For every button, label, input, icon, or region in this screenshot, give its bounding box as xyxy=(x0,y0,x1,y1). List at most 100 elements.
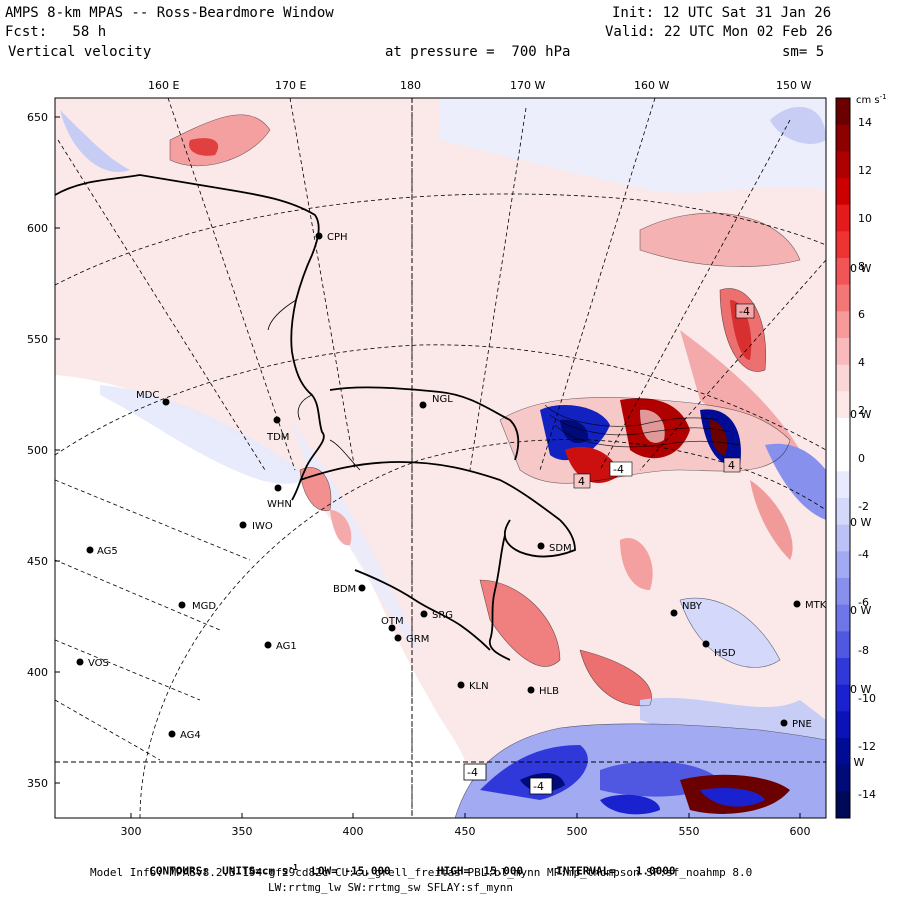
svg-text:4: 4 xyxy=(728,459,735,472)
station-hlb[interactable]: HLB xyxy=(527,686,560,697)
svg-text:4: 4 xyxy=(578,475,585,488)
colorbar-swatch xyxy=(836,444,850,472)
station-srg[interactable]: SRG xyxy=(420,610,454,621)
y-tick-label: 500 xyxy=(27,444,48,457)
lon-label: 160 E xyxy=(148,79,179,92)
station-label: IWO xyxy=(252,521,273,532)
colorbar-swatch xyxy=(836,151,850,179)
y-tick-label: 550 xyxy=(27,333,48,346)
colorbar-tick-label: 0 xyxy=(858,452,865,465)
colorbar-swatch xyxy=(836,631,850,659)
top-longitude-labels: 160 E 170 E 180 170 W 160 W 150 W xyxy=(148,79,811,92)
station-mdc[interactable]: MDC xyxy=(136,390,170,406)
contour-label: 4 xyxy=(723,457,741,473)
colorbar-swatch xyxy=(836,204,850,232)
colorbar-tick-label: 12 xyxy=(858,164,872,177)
contour-label: -4 xyxy=(529,777,553,795)
station-sdm[interactable]: SDM xyxy=(537,542,572,555)
contour-labels: -4 4 -4 4 -4 -4 xyxy=(463,303,755,795)
smoothing: sm= 5 xyxy=(782,44,825,60)
contour-label: -4 xyxy=(609,461,633,477)
station-bdm[interactable]: BDM xyxy=(333,584,366,595)
station-label: CPH xyxy=(327,232,348,243)
colorbar-swatch xyxy=(836,258,850,286)
colorbar-swatch xyxy=(836,578,850,606)
station-grm[interactable]: GRM xyxy=(394,634,430,645)
svg-text:-4: -4 xyxy=(739,305,750,318)
colorbar-tick-label: -8 xyxy=(858,644,869,657)
station-mgd[interactable]: MGD xyxy=(178,601,217,612)
colorbar-swatch xyxy=(836,364,850,392)
svg-text:-4: -4 xyxy=(533,780,544,793)
station-label: AG5 xyxy=(97,546,118,557)
colorbar-tick-label: 2 xyxy=(858,404,865,417)
station-nby[interactable]: NBY xyxy=(670,601,703,617)
x-tick-label: 350 xyxy=(232,825,253,838)
station-markers: CPH NGL MDC TDM WHN IWO AG5 SDM BDM MGD … xyxy=(76,232,827,741)
bottom-axis-labels: 300 350 400 450 500 550 600 xyxy=(121,825,811,838)
x-tick-label: 450 xyxy=(455,825,476,838)
station-otm[interactable]: OTM xyxy=(381,616,404,632)
station-ag4[interactable]: AG4 xyxy=(168,730,201,741)
colorbar-tick-label: -10 xyxy=(858,692,876,705)
colorbar xyxy=(835,97,851,819)
station-label: MGD xyxy=(192,601,216,612)
valid-time: Valid: 22 UTC Mon 02 Feb 26 xyxy=(605,24,833,40)
colorbar-swatch xyxy=(836,791,850,819)
lon-label: 160 W xyxy=(634,79,669,92)
pressure-level: at pressure = 700 hPa xyxy=(385,44,571,60)
station-label: NGL xyxy=(432,394,453,405)
station-ag1[interactable]: AG1 xyxy=(264,641,297,652)
colorbar-swatch xyxy=(836,658,850,686)
station-hsd[interactable]: HSD xyxy=(702,640,736,660)
map-title: AMPS 8-km MPAS -- Ross-Beardmore Window xyxy=(5,5,334,21)
station-label: GRM xyxy=(406,634,429,645)
colorbar-tick-label: 8 xyxy=(858,260,865,273)
y-tick-label: 450 xyxy=(27,555,48,568)
colorbar-tick-label: -12 xyxy=(858,740,876,753)
station-label: SDM xyxy=(549,543,572,554)
contour-label: 4 xyxy=(573,473,591,489)
station-pne[interactable]: PNE xyxy=(780,719,812,730)
colorbar-swatch xyxy=(836,284,850,312)
colorbar-swatch xyxy=(836,418,850,446)
colorbar-labels: 14 12 10 8 6 4 2 0 -2 -4 -6 -8 -10 -12 -14 xyxy=(858,116,876,801)
colorbar-swatch xyxy=(836,391,850,419)
x-tick-label: 550 xyxy=(679,825,700,838)
colorbar-frame xyxy=(835,97,851,819)
colorbar-swatch xyxy=(836,604,850,632)
station-mtk[interactable]: MTK xyxy=(793,600,827,611)
colorbar-tick-label: 14 xyxy=(858,116,872,129)
colorbar-tick-label: -14 xyxy=(858,788,876,801)
colorbar-swatch xyxy=(836,684,850,712)
colorbar-tick-label: -6 xyxy=(858,596,869,609)
station-iwo[interactable]: IWO xyxy=(239,521,273,532)
x-tick-label: 500 xyxy=(567,825,588,838)
contour-label: -4 xyxy=(735,303,755,319)
colorbar-swatch xyxy=(836,124,850,152)
colorbar-swatch xyxy=(836,471,850,499)
station-whn[interactable]: WHN xyxy=(267,484,292,511)
colorbar-swatch xyxy=(836,98,850,126)
x-tick-label: 300 xyxy=(121,825,142,838)
forecast-hour: Fcst: 58 h xyxy=(5,24,107,40)
colorbar-swatch xyxy=(836,738,850,766)
station-cph[interactable]: CPH xyxy=(315,232,348,243)
plot-frame xyxy=(54,97,827,819)
colorbar-swatch xyxy=(836,231,850,259)
colorbar-tick-label: -4 xyxy=(858,548,869,561)
lon-label: 150 W xyxy=(776,79,811,92)
model-info: Model Info: MPASv8.2.3-194-gf29cd82c CU:… xyxy=(90,866,753,879)
station-ngl[interactable]: NGL xyxy=(419,394,454,409)
station-label: TDM xyxy=(266,432,289,443)
station-ag5[interactable]: AG5 xyxy=(86,546,118,557)
y-tick-label: 650 xyxy=(27,111,48,124)
station-tdm[interactable]: TDM xyxy=(266,416,289,444)
y-tick-label: 350 xyxy=(27,777,48,790)
svg-text:-4: -4 xyxy=(467,766,478,779)
colorbar-tick-label: 10 xyxy=(858,212,872,225)
colorbar-swatch xyxy=(836,311,850,339)
station-vos[interactable]: VOS xyxy=(76,658,109,669)
station-kln[interactable]: KLN xyxy=(457,681,489,692)
